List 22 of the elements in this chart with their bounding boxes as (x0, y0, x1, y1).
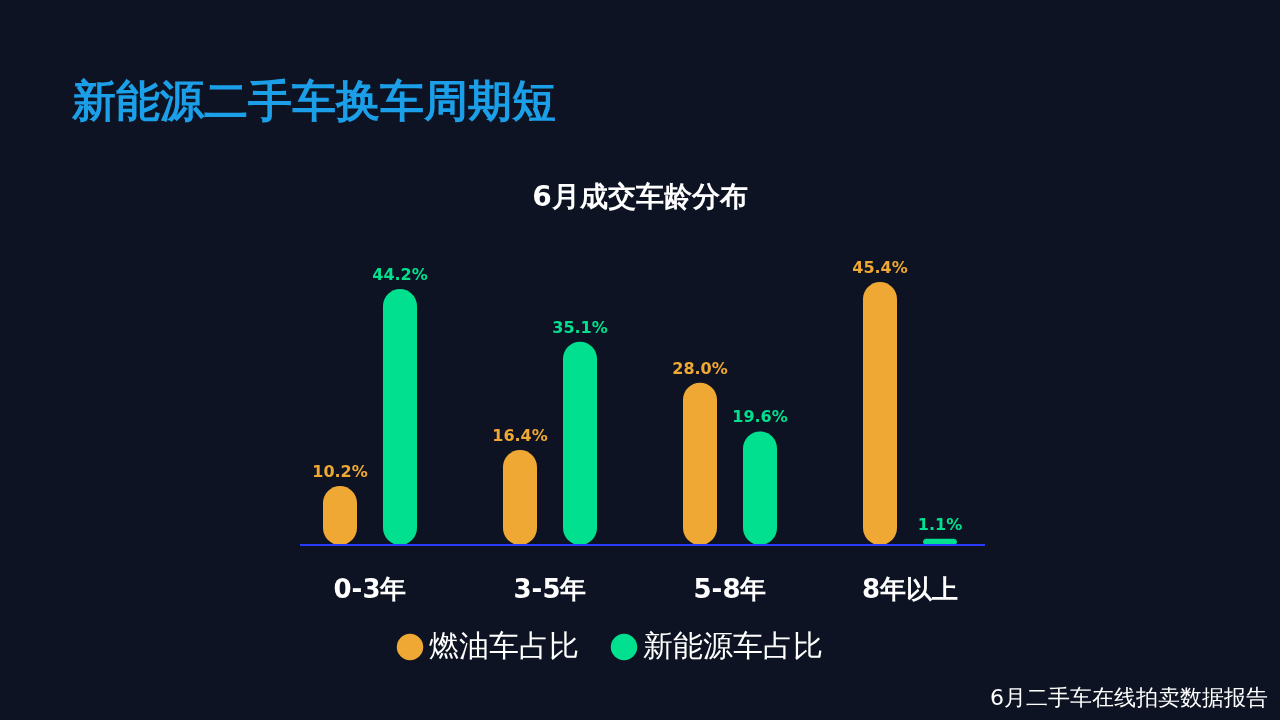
data-label: 19.6% (732, 407, 788, 427)
text: 6月二手车在线拍卖数据报告 (990, 685, 1268, 710)
data-label: 44.2% (372, 264, 428, 284)
data-label: 35.1% (552, 317, 608, 337)
legend-label: 燃油车占比 (429, 628, 579, 663)
bar (683, 382, 717, 545)
x-tick-label: 0-3年 (333, 574, 407, 604)
data-label: 28.0% (672, 358, 728, 378)
bar (743, 431, 777, 545)
data-label: 16.4% (492, 426, 548, 445)
data-label: 45.4% (852, 258, 908, 277)
data-label: 1.1% (917, 514, 963, 534)
bar (863, 282, 897, 545)
chart-subtitle: 6月成交车龄分布 (532, 180, 748, 213)
chart-title: 新能源二手车换车周期短 (71, 75, 556, 126)
bar (383, 288, 417, 545)
legend-label: 新能源车占比 (643, 628, 823, 663)
x-tick-label: 8年以上 (861, 574, 959, 604)
data-label: 10.2% (312, 461, 368, 481)
x-tick-label: 5-8年 (693, 574, 767, 604)
bar (563, 341, 597, 545)
x-tick-label: 3-5年 (513, 574, 587, 604)
